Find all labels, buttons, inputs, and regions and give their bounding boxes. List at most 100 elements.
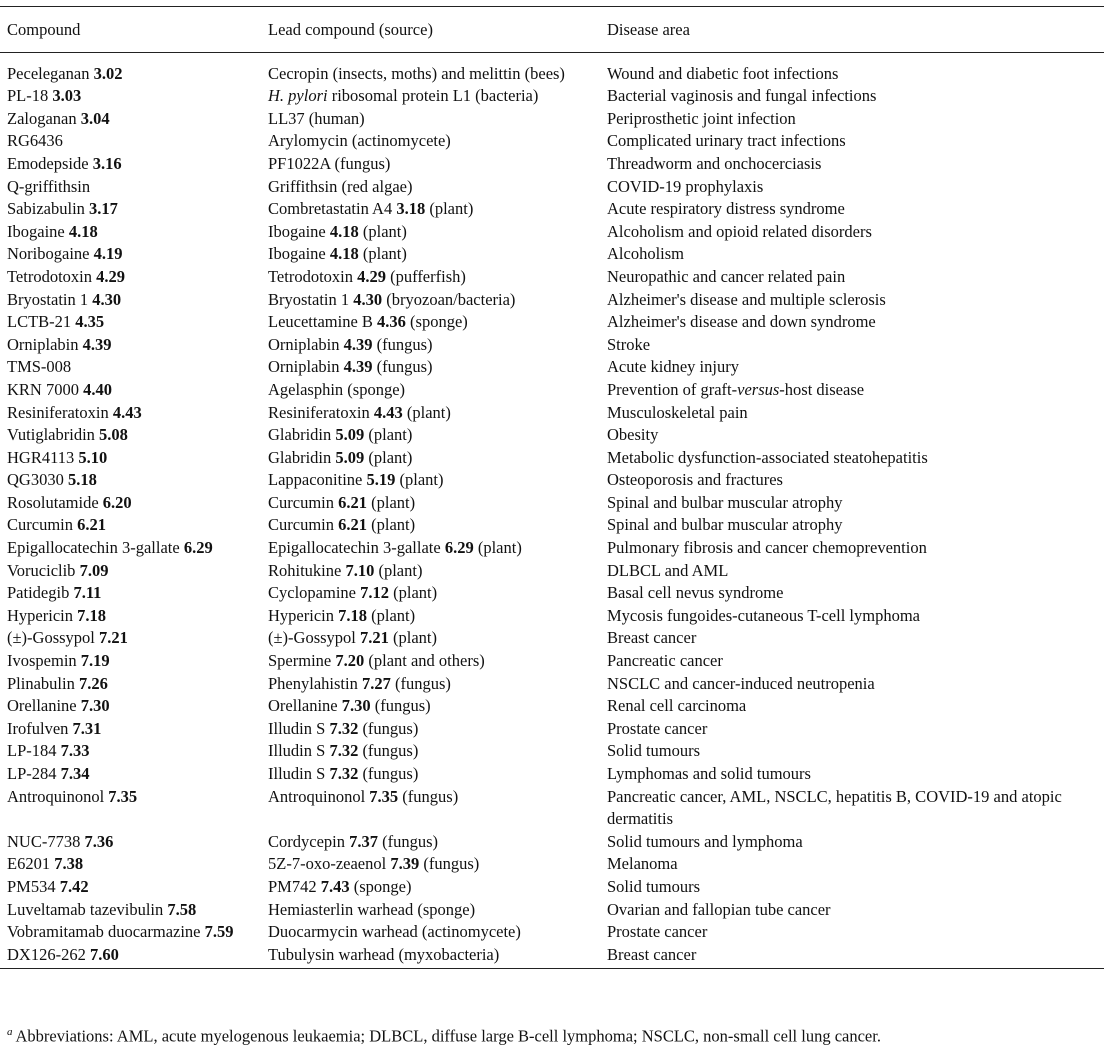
- table-cell: Prostate cancer: [607, 718, 1104, 741]
- table-row: RG6436 Arylomycin (actinomycete) Complicat…: [0, 130, 1104, 153]
- cell-text: Orniplabin: [268, 334, 344, 354]
- table-cell: Antroquinonol 7.35 (fungus): [268, 786, 607, 831]
- cell-text: Lymphomas and solid tumours: [607, 764, 811, 783]
- table-row: Curcumin 6.21 Curcumin 6.21 (plant) Spinal…: [0, 514, 1104, 537]
- table-cell: Musculoskeletal pain: [607, 402, 1104, 425]
- table-cell: Combretastatin A4 3.18 (plant): [268, 198, 607, 221]
- table-cell: Periprosthetic joint infection: [607, 108, 1104, 131]
- cell-text: (fungus): [370, 696, 431, 716]
- table-row: TMS-008 Orniplabin 4.39 (fungus) Acute kid…: [0, 356, 1104, 379]
- table-row: HGR4113 5.10 Glabridin 5.09 (plant) Metabo…: [0, 447, 1104, 470]
- cell-text: Bryostatin 1: [7, 289, 93, 309]
- compound-number: 7.58: [167, 899, 197, 919]
- compound-number: 6.20: [102, 492, 132, 512]
- table-cell: Orniplabin 4.39 (fungus): [268, 334, 607, 357]
- cell-text: (plant): [358, 244, 407, 264]
- table-cell: Acute kidney injury: [607, 356, 1104, 379]
- cell-text: KRN 7000: [7, 379, 84, 399]
- cell-text: Threadworm and onchocerciasis: [607, 153, 822, 173]
- cell-text: (sponge): [405, 312, 468, 332]
- cell-text: Complicated urinary tract infections: [607, 131, 846, 151]
- table-cell: Phenylahistin 7.27 (fungus): [268, 673, 607, 696]
- table-cell: DX126-262 7.60: [0, 944, 268, 969]
- table-cell: Cordycepin 7.37 (fungus): [268, 831, 607, 854]
- cell-text: Alcoholism and opioid related disorders: [607, 221, 872, 241]
- table-cell: Illudin S 7.32 (fungus): [268, 763, 607, 786]
- table-cell: Mycosis fungoides-cutaneous T-cell lymph…: [607, 605, 1104, 628]
- table-row: Sabizabulin 3.17 Combretastatin A4 3.18 (…: [0, 198, 1104, 221]
- cell-text: Illudin S: [268, 764, 330, 783]
- cell-text: (fungus): [398, 786, 459, 806]
- cell-text: Curcumin: [7, 515, 78, 535]
- cell-text: Tubulysin warhead (myxobacteria): [268, 944, 500, 964]
- table-cell: Ovarian and fallopian tube cancer: [607, 899, 1104, 922]
- cell-text: (fungus): [372, 334, 433, 354]
- table-row: NUC-7738 7.36 Cordycepin 7.37 (fungus) Sol…: [0, 831, 1104, 854]
- compound-number: 7.32: [329, 741, 359, 761]
- table-cell: Solid tumours and lymphoma: [607, 831, 1104, 854]
- table-cell: Hypericin 7.18: [0, 605, 268, 628]
- cell-text: Luveltamab tazevibulin: [7, 899, 168, 919]
- table-row: Bryostatin 1 4.30 Bryostatin 1 4.30 (bryo…: [0, 289, 1104, 312]
- cell-text: DLBCL and AML: [607, 560, 729, 580]
- footnote-text: Abbreviations: AML, acute myelogenous le…: [15, 1026, 881, 1046]
- table-cell: HGR4113 5.10: [0, 447, 268, 470]
- table-row: Voruciclib 7.09 Rohitukine 7.10 (plant) DL…: [0, 560, 1104, 583]
- table-row: Vobramitamab duocarmazine 7.59 Duocarmyci…: [0, 921, 1104, 944]
- compound-number: 7.21: [99, 628, 128, 648]
- compound-number: 7.59: [204, 922, 234, 942]
- cell-text: QG3030: [7, 470, 68, 490]
- cell-text: Osteoporosis and fractures: [607, 470, 783, 490]
- cell-text: Combretastatin A4: [268, 199, 397, 219]
- cell-text: Epigallocatechin 3-gallate: [268, 538, 445, 558]
- compound-number: 7.32: [329, 718, 359, 738]
- cell-text: Hypericin: [268, 605, 339, 625]
- cell-text: (fungus): [358, 718, 419, 738]
- table-cell: LCTB-21 4.35: [0, 311, 268, 334]
- cell-text: Basal cell nevus syndrome: [607, 583, 784, 603]
- table-cell: Prostate cancer: [607, 921, 1104, 944]
- table-cell: Solid tumours: [607, 876, 1104, 899]
- table-cell: Acute respiratory distress syndrome: [607, 198, 1104, 221]
- compound-number: 7.21: [360, 628, 389, 648]
- table-row: Emodepside 3.16 PF1022A (fungus) Threadwor…: [0, 153, 1104, 176]
- cell-text: (plant): [388, 628, 437, 648]
- compound-number: 7.38: [54, 854, 84, 874]
- cell-text: (±)-Gossypol: [268, 628, 361, 648]
- cell-text: Rosolutamide: [7, 492, 103, 512]
- table-row: Tetrodotoxin 4.29 Tetrodotoxin 4.29 (puff…: [0, 266, 1104, 289]
- cell-text: Renal cell carcinoma: [607, 696, 747, 716]
- cell-text: Antroquinonol: [268, 786, 370, 806]
- table-cell: Threadworm and onchocerciasis: [607, 153, 1104, 176]
- cell-text: LP-184: [7, 741, 61, 761]
- cell-text: (plant): [473, 538, 522, 558]
- cell-text: Duocarmycin warhead (actinomycete): [268, 922, 521, 942]
- table-cell: Glabridin 5.09 (plant): [268, 424, 607, 447]
- compound-number: 3.16: [92, 153, 122, 173]
- table-cell: Lymphomas and solid tumours: [607, 763, 1104, 786]
- cell-text: Curcumin: [268, 492, 339, 512]
- table-cell: H. pylori ribosomal protein L1 (bacteria…: [268, 85, 607, 108]
- table-row: LP-284 7.34 Illudin S 7.32 (fungus) Lympho…: [0, 763, 1104, 786]
- cell-text: Leucettamine B: [268, 312, 378, 332]
- cell-text: (plant): [374, 560, 423, 580]
- table-cell: (±)-Gossypol 7.21: [0, 627, 268, 650]
- cell-text: (±)-Gossypol: [7, 628, 100, 648]
- cell-text: Prostate cancer: [607, 718, 708, 738]
- cell-text: Arylomycin (actinomycete): [268, 131, 451, 151]
- table-cell: Tetrodotoxin 4.29: [0, 266, 268, 289]
- table-cell: QG3030 5.18: [0, 469, 268, 492]
- table-row: Vutiglabridin 5.08 Glabridin 5.09 (plant)…: [0, 424, 1104, 447]
- table-cell: Melanoma: [607, 853, 1104, 876]
- cell-text: NSCLC and cancer-induced neutropenia: [607, 673, 875, 693]
- compound-number: 7.20: [335, 651, 365, 671]
- table-row: LCTB-21 4.35 Leucettamine B 4.36 (sponge)…: [0, 311, 1104, 334]
- cell-text: (plant): [366, 605, 416, 625]
- cell-text: Bacterial vaginosis and fungal infection…: [607, 86, 877, 106]
- cell-text: Spinal and bulbar muscular atrophy: [607, 515, 843, 535]
- table-cell: Luveltamab tazevibulin 7.58: [0, 899, 268, 922]
- compound-number: 7.10: [345, 560, 375, 580]
- cell-text: Phenylahistin: [268, 673, 362, 693]
- cell-text: Tetrodotoxin: [7, 266, 97, 286]
- table-cell: Orellanine 7.30: [0, 695, 268, 718]
